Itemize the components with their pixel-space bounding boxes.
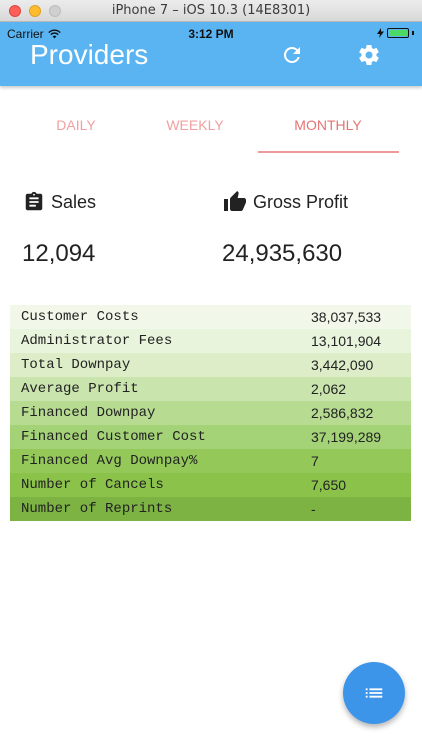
table-row: Customer Costs 38,037,533 — [10, 305, 411, 329]
close-window-button[interactable] — [9, 5, 21, 17]
wifi-icon — [47, 29, 61, 39]
row-label: Financed Customer Cost — [21, 429, 206, 445]
status-carrier: Carrier — [7, 27, 61, 41]
tab-weekly[interactable]: WEEKLY — [166, 117, 224, 133]
row-label: Number of Reprints — [21, 501, 173, 517]
table-row: Average Profit 2,062 — [10, 377, 411, 401]
row-value: 13,101,904 — [311, 333, 382, 349]
list-icon — [365, 688, 383, 698]
minimize-window-button[interactable] — [29, 5, 41, 17]
row-value: 37,199,289 — [311, 429, 382, 445]
gross-profit-value: 24,935,630 — [222, 240, 343, 267]
simulator-title-bar: iPhone 7 – iOS 10.3 (14E8301) — [0, 0, 422, 22]
clipboard-icon — [25, 191, 43, 211]
battery-indicator — [377, 28, 414, 38]
battery-icon — [387, 28, 409, 38]
page-title: Providers — [30, 39, 149, 70]
row-label: Financed Avg Downpay% — [21, 453, 198, 469]
row-label: Number of Cancels — [21, 477, 164, 493]
row-label: Total Downpay — [21, 357, 131, 373]
table-row: Number of Cancels 7,650 — [10, 473, 411, 497]
row-value: 3,442,090 — [311, 357, 374, 373]
table-row: Financed Downpay 2,586,832 — [10, 401, 411, 425]
status-time: 3:12 PM — [188, 27, 234, 41]
carrier-label: Carrier — [7, 27, 44, 41]
thumbs-up-icon — [224, 191, 246, 211]
row-value: 7,650 — [311, 477, 347, 493]
row-value: 2,586,832 — [311, 405, 374, 421]
sales-label: Sales — [51, 191, 97, 212]
gross-profit-label: Gross Profit — [253, 191, 349, 212]
app-header: Carrier 3:12 PM Providers — [0, 22, 422, 86]
tab-monthly[interactable]: MONTHLY — [294, 117, 362, 133]
row-value: 2,062 — [311, 381, 347, 397]
row-label: Financed Downpay — [21, 405, 156, 421]
refresh-icon[interactable] — [280, 43, 304, 67]
zoom-window-button[interactable] — [49, 5, 61, 17]
sales-summary-label: Sales — [23, 190, 96, 214]
row-label: Customer Costs — [21, 309, 139, 325]
table-row: Administrator Fees 13,101,904 — [10, 329, 411, 353]
table-row: Financed Customer Cost 37,199,289 — [10, 425, 411, 449]
table-row: Financed Avg Downpay% 7 — [10, 449, 411, 473]
charging-icon — [377, 28, 384, 38]
row-value: - — [311, 501, 316, 517]
row-value: 7 — [311, 453, 319, 469]
row-label: Average Profit — [21, 381, 139, 397]
table-row: Total Downpay 3,442,090 — [10, 353, 411, 377]
row-label: Administrator Fees — [21, 333, 173, 349]
table-row: Number of Reprints - — [10, 497, 411, 521]
sales-value: 12,094 — [22, 240, 96, 267]
period-tabs: DAILY WEEKLY MONTHLY — [0, 106, 422, 153]
stats-table: Customer Costs 38,037,533 Administrator … — [10, 305, 411, 521]
tab-daily[interactable]: DAILY — [56, 117, 96, 133]
active-tab-indicator — [258, 151, 399, 153]
window-title: iPhone 7 – iOS 10.3 (14E8301) — [111, 3, 311, 18]
gross-profit-summary-label: Gross Profit — [223, 190, 348, 214]
list-fab-button[interactable] — [343, 662, 405, 724]
row-value: 38,037,533 — [311, 309, 382, 325]
gear-icon[interactable] — [357, 43, 381, 67]
